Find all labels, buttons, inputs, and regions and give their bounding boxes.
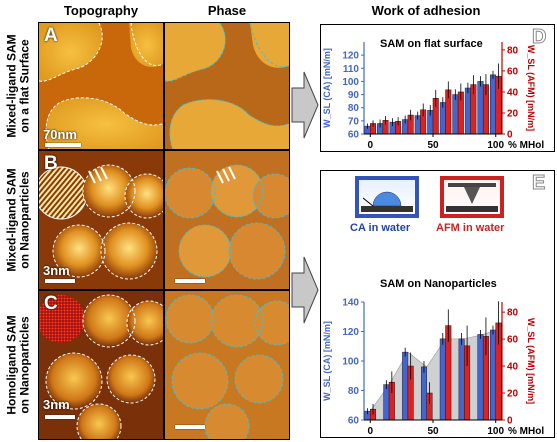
ca-bar [477, 81, 484, 135]
right-tick-label: 80 [507, 45, 519, 56]
right-tick-label: 80 [507, 308, 519, 319]
ca-legend-label: CA in water [350, 222, 411, 234]
panel-label-a: A [44, 25, 58, 46]
x-axis-label: % MHol [508, 140, 544, 151]
ca-bar [383, 384, 390, 421]
left-axis-label: W_SL (CA) [mN/m] [322, 48, 332, 128]
phase-a-image [165, 23, 289, 149]
ca-bar [477, 334, 484, 421]
right-tick-label: 60 [507, 66, 519, 77]
scale-bar-b-phase [175, 279, 205, 283]
left-tick-label: 100 [342, 357, 359, 368]
right-tick-label: 20 [507, 108, 519, 119]
ca-bar [489, 74, 496, 135]
ca-bar [402, 351, 409, 421]
topography-c-image [39, 294, 163, 439]
left-tick-label: 80 [348, 103, 360, 114]
ca-legend-icon [355, 176, 419, 218]
panel-label-e: E [531, 172, 546, 195]
row-label-b: Mixed-ligand SAM on Nanoparticles [2, 150, 36, 290]
row-label-a: Mixed-ligand SAM on a flat Surface [2, 22, 36, 150]
scale-label-c: 3nm [43, 397, 70, 412]
scale-bar-a [45, 143, 81, 147]
arrow-a-icon [291, 71, 319, 139]
ca-bar [489, 329, 496, 421]
droplet-icon [361, 191, 413, 212]
right-tick-label: 20 [507, 389, 519, 400]
left-tick-label: 70 [348, 116, 360, 127]
phase-b-image [165, 164, 289, 280]
arrow-bc-icon [291, 256, 319, 324]
right-tick-label: 60 [507, 335, 519, 346]
afm-legend-icon [440, 176, 504, 218]
left-tick-label: 110 [343, 64, 360, 75]
scale-bar-c-phase [175, 425, 205, 429]
topography-panel-b: B 3nm [38, 150, 164, 290]
header-work-of-adhesion: Work of adhesion [371, 3, 481, 18]
left-axis-label: W_SL (CA) [mN/m] [322, 321, 332, 401]
chart-d: 60 70 80 90 100 110 120 0 20 40 60 80 0 50 100 % MHol W_… [322, 42, 544, 151]
scale-label-b: 3nm [43, 263, 70, 278]
x-tick-label: 0 [367, 140, 373, 151]
x-tick-label: 100 [487, 140, 504, 151]
left-tick-label: 120 [342, 51, 359, 62]
topography-a-image [39, 23, 163, 149]
row-label-c-line2: on Nanoparticles [18, 316, 33, 414]
x-tick-label: 0 [367, 426, 373, 437]
panel-label-d: D [531, 26, 547, 49]
chart-d-title: SAM on flat surface [380, 38, 483, 50]
right-tick-label: 0 [507, 130, 513, 141]
row-label-b-line2: on Nanoparticles [18, 171, 32, 269]
topography-b-image [39, 164, 163, 280]
right-tick-label: 40 [507, 87, 519, 98]
ca-bar [458, 338, 465, 421]
x-axis-label: % MHol [508, 426, 544, 437]
left-tick-label: 60 [348, 130, 360, 141]
phase-panel-c [164, 290, 290, 440]
ca-bar [420, 366, 427, 421]
scale-bar-c [45, 415, 75, 419]
right-tick-label: 0 [507, 416, 513, 427]
phase-c-image [165, 294, 289, 439]
x-tick-label: 50 [427, 426, 439, 437]
chart-e: 60 80 100 120 140 0 20 40 60 80 0 50 100 % MHol W_SL (… [322, 298, 544, 438]
x-tick-label: 100 [487, 426, 504, 437]
right-axis-label: W_SL (AFM) [mN/m] [526, 45, 536, 131]
scale-label-a: 70nm [43, 127, 77, 142]
row-label-c: Homoligand SAM on Nanoparticles [2, 290, 36, 440]
left-tick-label: 140 [342, 298, 359, 309]
phase-panel-b [164, 150, 290, 290]
afm-tip-icon [446, 183, 498, 212]
right-tick-label: 40 [507, 362, 519, 373]
panel-label-b: B [44, 153, 58, 174]
panel-label-c: C [44, 293, 58, 314]
phase-panel-a [164, 22, 290, 150]
header-topography: Topography [63, 3, 139, 18]
ca-bar [452, 94, 459, 135]
topography-panel-c: C 3nm [38, 290, 164, 440]
left-tick-label: 120 [342, 327, 359, 338]
left-tick-label: 90 [348, 90, 360, 101]
row-label-a-line2: on a flat Surface [18, 39, 32, 133]
right-axis-label: W_SL (AFM) [mN/m] [526, 318, 536, 404]
left-tick-label: 100 [342, 77, 359, 88]
x-tick-label: 50 [427, 140, 439, 151]
scale-bar-b [45, 279, 75, 283]
ca-bar [439, 338, 446, 421]
afm-legend-label: AFM in water [436, 222, 505, 234]
topography-panel-a: A 70nm [38, 22, 164, 150]
header-phase: Phase [207, 3, 247, 18]
chart-e-title: SAM on Nanoparticles [380, 278, 497, 290]
left-tick-label: 60 [348, 416, 360, 427]
ca-bar [464, 87, 471, 135]
left-tick-label: 80 [348, 386, 360, 397]
